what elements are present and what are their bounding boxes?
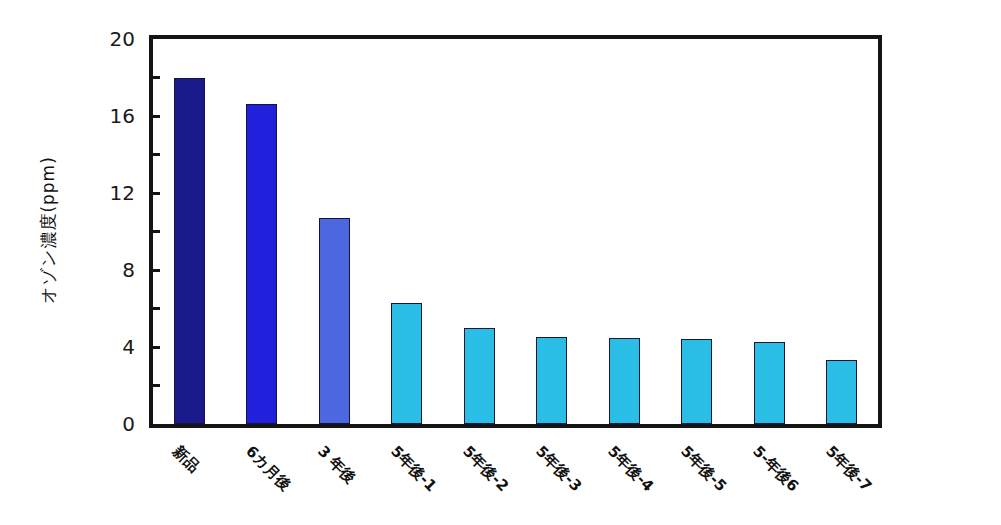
bar-5年後-3 — [536, 337, 567, 424]
x-tick-label-5年後-5: 5年後-5 — [676, 442, 730, 496]
y-axis-title: オゾン濃度(ppm) — [37, 156, 60, 304]
bar-5年後-2 — [464, 328, 495, 424]
bar-5年後-5 — [681, 339, 712, 424]
y-axis-minor-tick — [153, 230, 160, 233]
y-axis-minor-tick — [153, 153, 160, 156]
y-tick-label-0: 0 — [85, 412, 135, 436]
x-tick-label-5年後-2: 5年後-2 — [459, 442, 513, 496]
bar-chart-figure: オゾン濃度(ppm) 0 4 8 12 16 20 新品 6カ月後 3 年後 5年後-1 5年後-… — [0, 0, 1001, 525]
x-tick-label-5年後-4: 5年後-4 — [604, 442, 658, 496]
x-tick-label-6カ月後: 6カ月後 — [241, 442, 294, 495]
y-tick-label-20: 20 — [85, 27, 135, 51]
y-axis-minor-tick — [153, 346, 160, 349]
x-tick-label-5年後-7: 5年後-7 — [821, 442, 875, 496]
x-tick-label-3 年後: 3 年後 — [314, 442, 360, 488]
y-axis-minor-tick — [153, 307, 160, 310]
bar-6カ月後 — [246, 104, 277, 424]
y-axis-minor-tick — [153, 192, 160, 195]
x-tick-label-5年後-3: 5年後-3 — [531, 442, 585, 496]
x-tick-label-新品: 新品 — [169, 442, 204, 477]
y-tick-label-8: 8 — [85, 258, 135, 282]
x-tick-label-5年後-1: 5年後-1 — [386, 442, 440, 496]
bar-3 年後 — [319, 218, 350, 424]
y-tick-label-16: 16 — [85, 104, 135, 128]
bar-5年後-1 — [391, 303, 422, 424]
bar-新品 — [174, 78, 205, 425]
x-tick-label-5-年後6: 5-年後6 — [749, 442, 803, 496]
y-axis-minor-tick — [153, 76, 160, 79]
bar-5年後-7 — [826, 360, 857, 424]
plot-area — [149, 35, 882, 428]
y-axis-minor-tick — [153, 269, 160, 272]
y-tick-label-4: 4 — [85, 335, 135, 359]
bar-5-年後6 — [754, 342, 785, 424]
y-axis-minor-tick — [153, 384, 160, 387]
bar-5年後-4 — [609, 338, 640, 424]
y-axis-minor-tick — [153, 115, 160, 118]
y-tick-label-12: 12 — [85, 181, 135, 205]
